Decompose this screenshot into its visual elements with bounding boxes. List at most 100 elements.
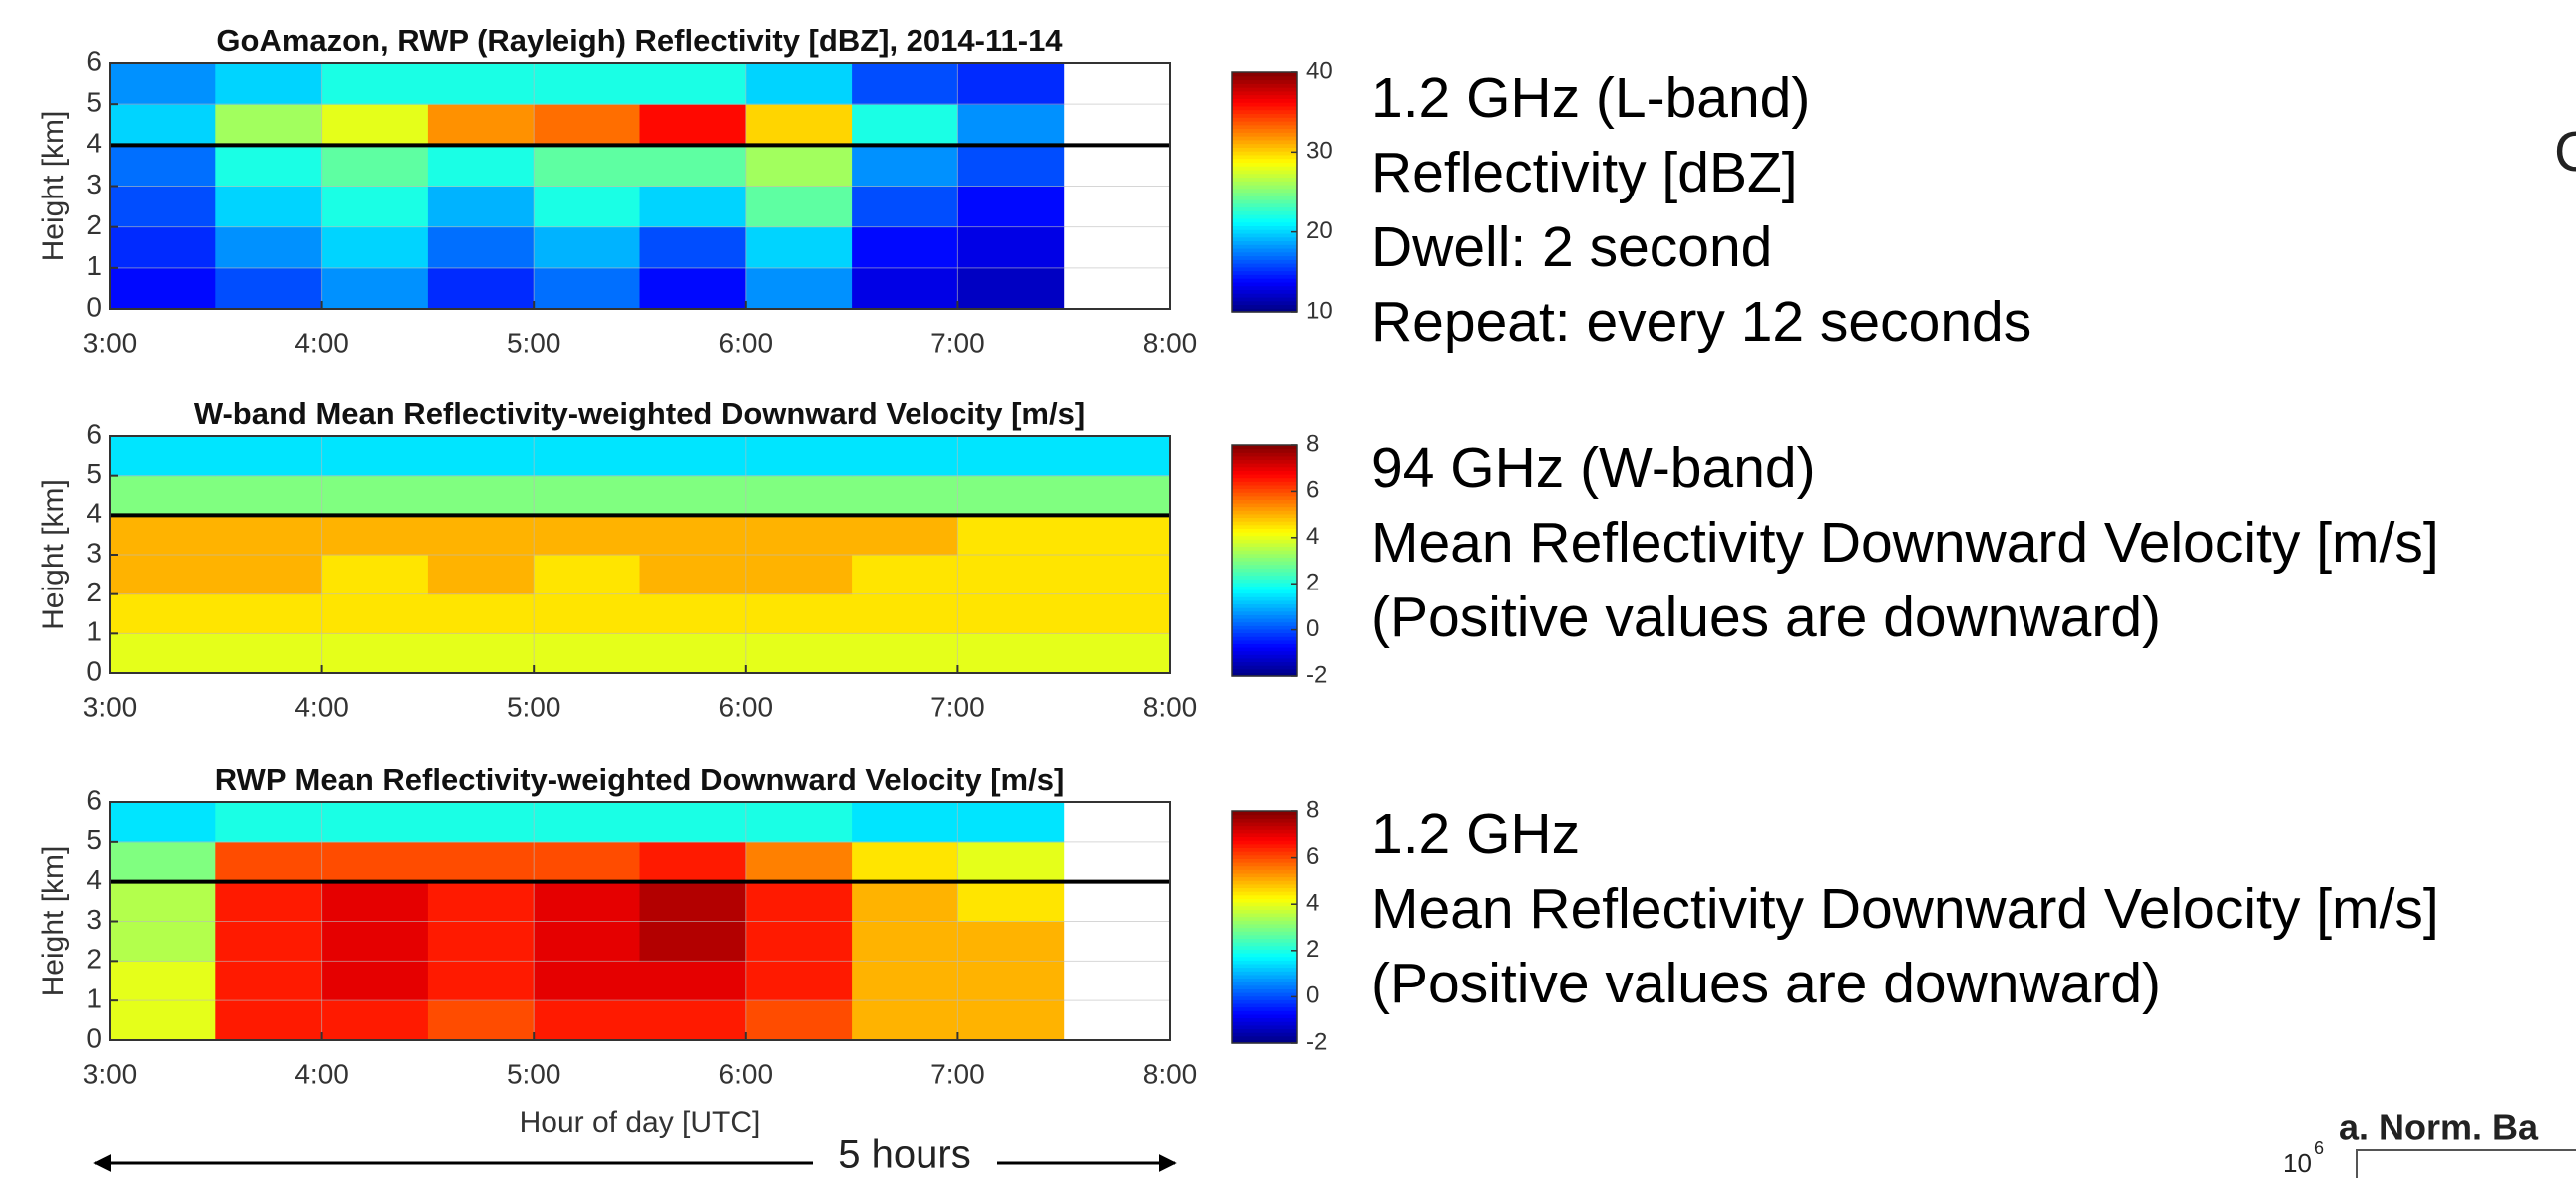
x-tick-label: 5:00 <box>507 1058 561 1089</box>
heatmap-cell <box>534 633 640 674</box>
y-tick-label: 5 <box>86 458 102 489</box>
heatmap-cell <box>852 475 958 516</box>
colorbar-segment <box>1232 843 1297 849</box>
colorbar-segment <box>1232 72 1297 77</box>
colorbar-segment <box>1232 169 1297 175</box>
heatmap-cell <box>852 802 958 843</box>
heatmap-cell <box>745 802 853 843</box>
colorbar-segment <box>1232 1002 1297 1008</box>
heatmap-cell <box>1063 593 1171 634</box>
colorbar-segment <box>1232 931 1297 936</box>
colorbar-segment <box>1232 956 1297 961</box>
heatmap-cell <box>745 515 853 556</box>
colorbar-segment <box>1232 75 1297 81</box>
colorbar-segment <box>1232 459 1297 464</box>
colorbar-segment <box>1232 255 1297 260</box>
colorbar-segment <box>1232 481 1297 486</box>
colorbar-segment <box>1232 296 1297 302</box>
colorbar-segment <box>1232 553 1297 558</box>
colorbar-segment <box>1232 945 1297 950</box>
colorbar-segment <box>1232 94 1297 99</box>
colorbar-segment <box>1232 285 1297 291</box>
heatmap-cell <box>852 841 958 883</box>
colorbar-segment <box>1232 840 1297 845</box>
colorbar-segment <box>1232 117 1297 122</box>
colorbar-segment <box>1232 825 1297 830</box>
heatmap-cell <box>957 841 1065 883</box>
colorbar-segment <box>1232 225 1297 230</box>
heatmap-cell <box>110 145 216 187</box>
colorbar-segment <box>1232 614 1297 619</box>
heatmap-cell <box>957 961 1065 1001</box>
y-tick-label: 6 <box>86 45 102 76</box>
heatmap-cell <box>639 63 747 105</box>
colorbar-segment <box>1232 79 1297 84</box>
colorbar-tick-label: 4 <box>1306 890 1319 917</box>
heatmap-cell <box>1063 436 1171 477</box>
colorbar-segment <box>1232 181 1297 186</box>
heatmap-cell <box>321 63 429 105</box>
heatmap-cell <box>427 555 535 595</box>
y-tick-label: 2 <box>86 209 102 240</box>
colorbar-segment <box>1232 102 1297 107</box>
heatmap-cell <box>215 555 323 595</box>
heatmap-cell <box>321 881 429 922</box>
heatmap-cell <box>427 104 535 146</box>
heatmap-cell <box>427 961 535 1001</box>
span-label: 5 hours <box>838 1133 970 1177</box>
heatmap-cell <box>639 881 747 922</box>
colorbar-segment <box>1232 229 1297 234</box>
heatmap-cell <box>957 186 1065 228</box>
colorbar-segment <box>1232 668 1297 673</box>
colorbar-segment <box>1232 124 1297 130</box>
x-tick-label: 7:00 <box>930 691 985 722</box>
colorbar-tick-label: -2 <box>1306 1028 1327 1055</box>
y-tick-label: 4 <box>86 498 102 529</box>
heatmap-cell <box>639 593 747 634</box>
heatmap-cell <box>215 841 323 883</box>
colorbar-segment <box>1232 151 1297 156</box>
colorbar-segment <box>1232 949 1297 954</box>
x-tick-label: 7:00 <box>930 327 985 358</box>
heatmap-cell <box>1063 515 1171 556</box>
heatmap-cell <box>534 226 640 269</box>
x-tick-label: 6:00 <box>719 327 774 358</box>
colorbar-segment <box>1232 1013 1297 1019</box>
y-tick-label: 0 <box>86 1022 102 1053</box>
heatmap-cell <box>852 1000 958 1041</box>
heatmap-cell <box>110 1000 216 1041</box>
x-tick-label: 3:00 <box>83 1058 138 1089</box>
colorbar-segment <box>1232 858 1297 863</box>
colorbar-segment <box>1232 308 1297 313</box>
heatmap-cell <box>215 921 323 962</box>
heatmap-cell <box>321 921 429 962</box>
colorbar-segment <box>1232 466 1297 471</box>
colorbar-segment <box>1232 916 1297 921</box>
heatmap-cell <box>321 841 429 883</box>
colorbar-segment <box>1232 589 1297 594</box>
heatmap-cell <box>639 267 747 310</box>
colorbar-tick-label: 0 <box>1306 615 1319 642</box>
heatmap-cell <box>852 555 958 595</box>
heatmap-cell <box>852 104 958 146</box>
colorbar-segment <box>1232 995 1297 1000</box>
colorbar-segment <box>1232 499 1297 504</box>
inset-title: a. Norm. Ba <box>2339 1107 2539 1148</box>
colorbar-segment <box>1232 236 1297 242</box>
colorbar-segment <box>1232 579 1297 584</box>
colorbar-segment <box>1232 83 1297 88</box>
heatmap-cell <box>534 802 640 843</box>
colorbar-segment <box>1232 596 1297 601</box>
colorbar-segment <box>1232 259 1297 264</box>
heatmap-cell <box>321 104 429 146</box>
chart-title: GoAmazon, RWP (Rayleigh) Reflectivity [d… <box>216 23 1063 58</box>
colorbar-segment <box>1232 546 1297 551</box>
heatmap-cell <box>534 593 640 634</box>
colorbar-segment <box>1232 571 1297 577</box>
heatmap-cell <box>110 63 216 105</box>
heatmap-cell <box>534 63 640 105</box>
colorbar-segment <box>1232 861 1297 867</box>
heatmap-cell <box>321 961 429 1001</box>
heatmap-cell <box>534 145 640 187</box>
